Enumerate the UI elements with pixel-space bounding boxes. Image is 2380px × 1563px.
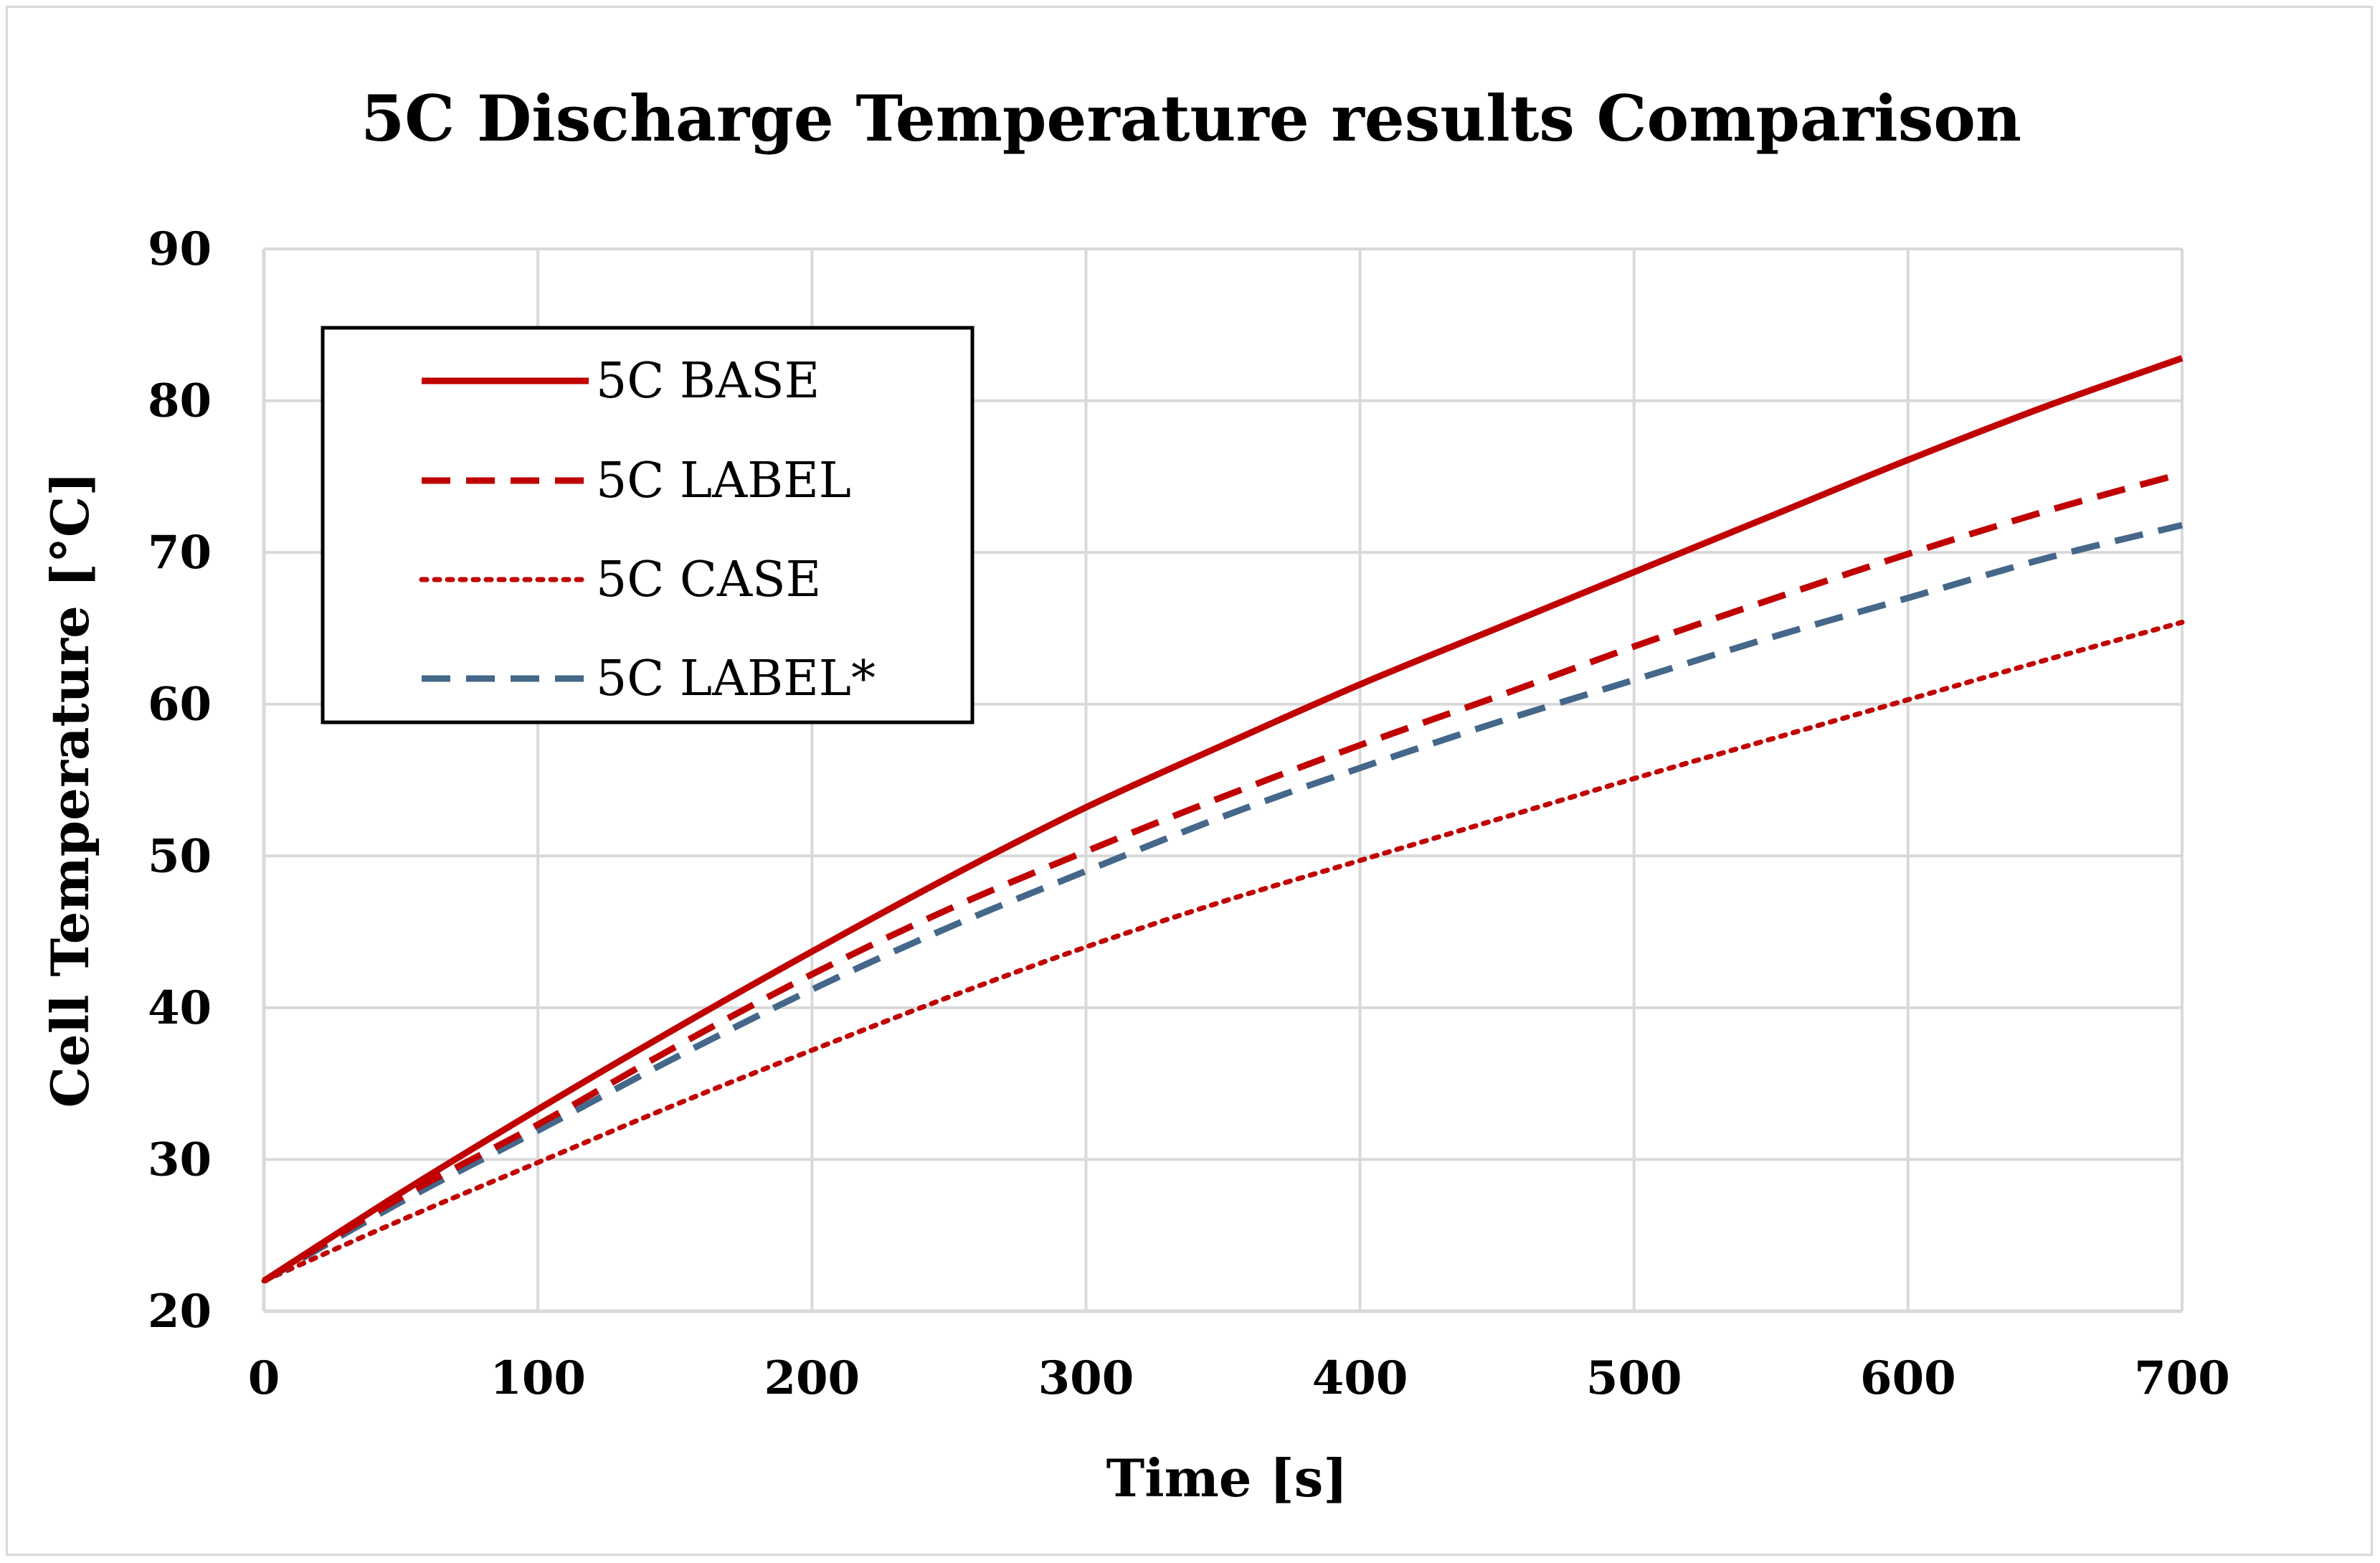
y-axis-title: Cell Temperature [°C] <box>39 472 100 1108</box>
y-tick-label: 80 <box>148 374 212 428</box>
y-tick-label: 90 <box>148 222 212 276</box>
series-line-5c-label <box>262 470 2184 1284</box>
y-tick-label: 60 <box>148 678 212 732</box>
legend-label: 5C LABEL* <box>596 651 876 707</box>
series-line-5c-label <box>262 521 2184 1284</box>
y-tick-label: 70 <box>148 526 212 580</box>
chart-frame: 5C Discharge Temperature results Compari… <box>6 6 2373 1556</box>
x-tick-label: 300 <box>1038 1351 1134 1405</box>
legend-label: 5C LABEL <box>596 453 851 509</box>
chart-title: 5C Discharge Temperature results Compari… <box>361 81 2021 156</box>
legend-box <box>321 326 975 724</box>
x-tick-label: 200 <box>764 1351 860 1405</box>
x-axis-title: Time [s] <box>1106 1448 1348 1508</box>
y-tick-label: 50 <box>148 829 212 883</box>
legend: 5C BASE 5C LABEL 5C CASE 5C LABEL* <box>321 326 975 724</box>
x-tick-label: 400 <box>1312 1351 1408 1405</box>
x-tick-label: 600 <box>1860 1351 1956 1405</box>
axes-layer <box>262 249 2182 1313</box>
x-tick-label: 700 <box>2134 1351 2230 1405</box>
legend-label: 5C BASE <box>596 353 820 410</box>
series-layer <box>261 355 2185 1284</box>
x-tick-labels: 0 100 200 300 400 500 600 700 <box>248 1351 2230 1405</box>
y-tick-label: 20 <box>148 1285 212 1338</box>
x-tick-label: 100 <box>490 1351 586 1405</box>
x-tick-label: 0 <box>248 1351 280 1405</box>
y-tick-label: 30 <box>148 1133 212 1186</box>
y-tick-labels: 20 30 40 50 60 70 80 90 <box>148 222 212 1338</box>
x-tick-label: 500 <box>1586 1351 1682 1405</box>
y-tick-label: 40 <box>148 981 212 1035</box>
legend-label: 5C CASE <box>596 552 821 608</box>
series-line-5c-case <box>261 620 2185 1284</box>
legend-items: 5C BASE 5C LABEL 5C CASE 5C LABEL* <box>419 353 876 707</box>
chart-svg: 5C Discharge Temperature results Compari… <box>39 81 2230 1508</box>
series-line-5c-base <box>262 355 2184 1284</box>
